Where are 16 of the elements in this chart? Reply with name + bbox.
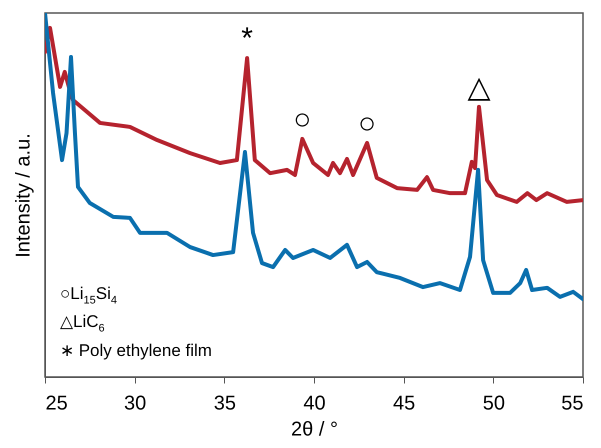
x-axis-title: 2θ / °	[291, 418, 338, 440]
annotation: ∗ Poly ethylene film	[60, 340, 212, 361]
x-tick-label: 55	[561, 392, 584, 414]
annotation: ○Li$_{15}$Si$_{4}$	[60, 283, 118, 308]
annotation: △LiC$_{6}$	[60, 311, 106, 337]
annotation: △	[467, 70, 490, 104]
x-tick-label: 25	[46, 392, 68, 414]
x-tick-label: 50	[482, 392, 505, 414]
y-axis-title: Intensity / a.u.	[12, 133, 34, 258]
annotation: *	[241, 22, 254, 56]
x-tick-label: 45	[393, 392, 416, 414]
annotation: ○	[358, 106, 376, 140]
x-tick-label: 40	[303, 392, 326, 414]
x-tick-label: 35	[214, 392, 236, 414]
annotation: ○	[293, 102, 312, 136]
x-tick-label: 30	[124, 392, 146, 414]
